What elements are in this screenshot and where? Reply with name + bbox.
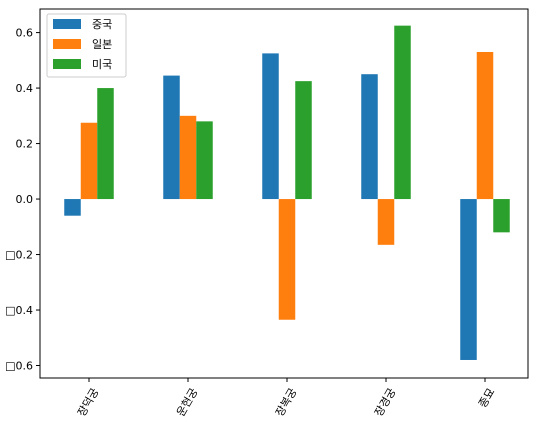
- bar-series1-cat3: [377, 199, 395, 245]
- x-tick-label: 장복궁: [273, 386, 299, 419]
- y-tick-label: 0.6: [16, 27, 34, 40]
- y-tick-label: 0.4: [16, 82, 34, 95]
- legend-swatch: [53, 59, 81, 69]
- bars-layer: [64, 25, 510, 360]
- bar-series2-cat2: [295, 81, 312, 200]
- plot-frame: [39, 8, 529, 379]
- y-tick-label: □0.4: [5, 304, 33, 317]
- x-tick-label: 장덕궁: [75, 386, 101, 419]
- bar-series0-cat1: [163, 75, 180, 200]
- bar-series2-cat1: [196, 121, 213, 200]
- y-tick-label: 0.0: [16, 193, 34, 206]
- legend-label: 일본: [92, 37, 112, 51]
- y-tick-label: □0.6: [5, 360, 33, 373]
- bar-series2-cat3: [394, 25, 411, 200]
- bar-series0-cat0: [64, 199, 81, 216]
- bar-series0-cat4: [460, 199, 477, 360]
- legend-swatch: [53, 19, 81, 29]
- x-tick-label: 운현궁: [174, 386, 200, 419]
- bar-series1-cat2: [278, 199, 296, 320]
- bar-series2-cat0: [97, 88, 114, 200]
- legend-swatch: [53, 39, 81, 49]
- bar-series1-cat1: [179, 115, 197, 200]
- bar-series2-cat4: [493, 199, 510, 233]
- x-tick-label: 장경궁: [372, 386, 398, 419]
- y-tick-label: 0.2: [16, 138, 34, 151]
- bar-series1-cat0: [80, 122, 98, 200]
- legend-label: 미국: [92, 58, 112, 71]
- bar-series0-cat2: [262, 53, 279, 200]
- y-tick-label: □0.2: [5, 249, 33, 262]
- bar-series1-cat4: [476, 52, 494, 200]
- bar-series0-cat3: [361, 74, 378, 200]
- x-tick-label: 종묘: [476, 386, 497, 410]
- legend-label: 중국: [92, 18, 112, 31]
